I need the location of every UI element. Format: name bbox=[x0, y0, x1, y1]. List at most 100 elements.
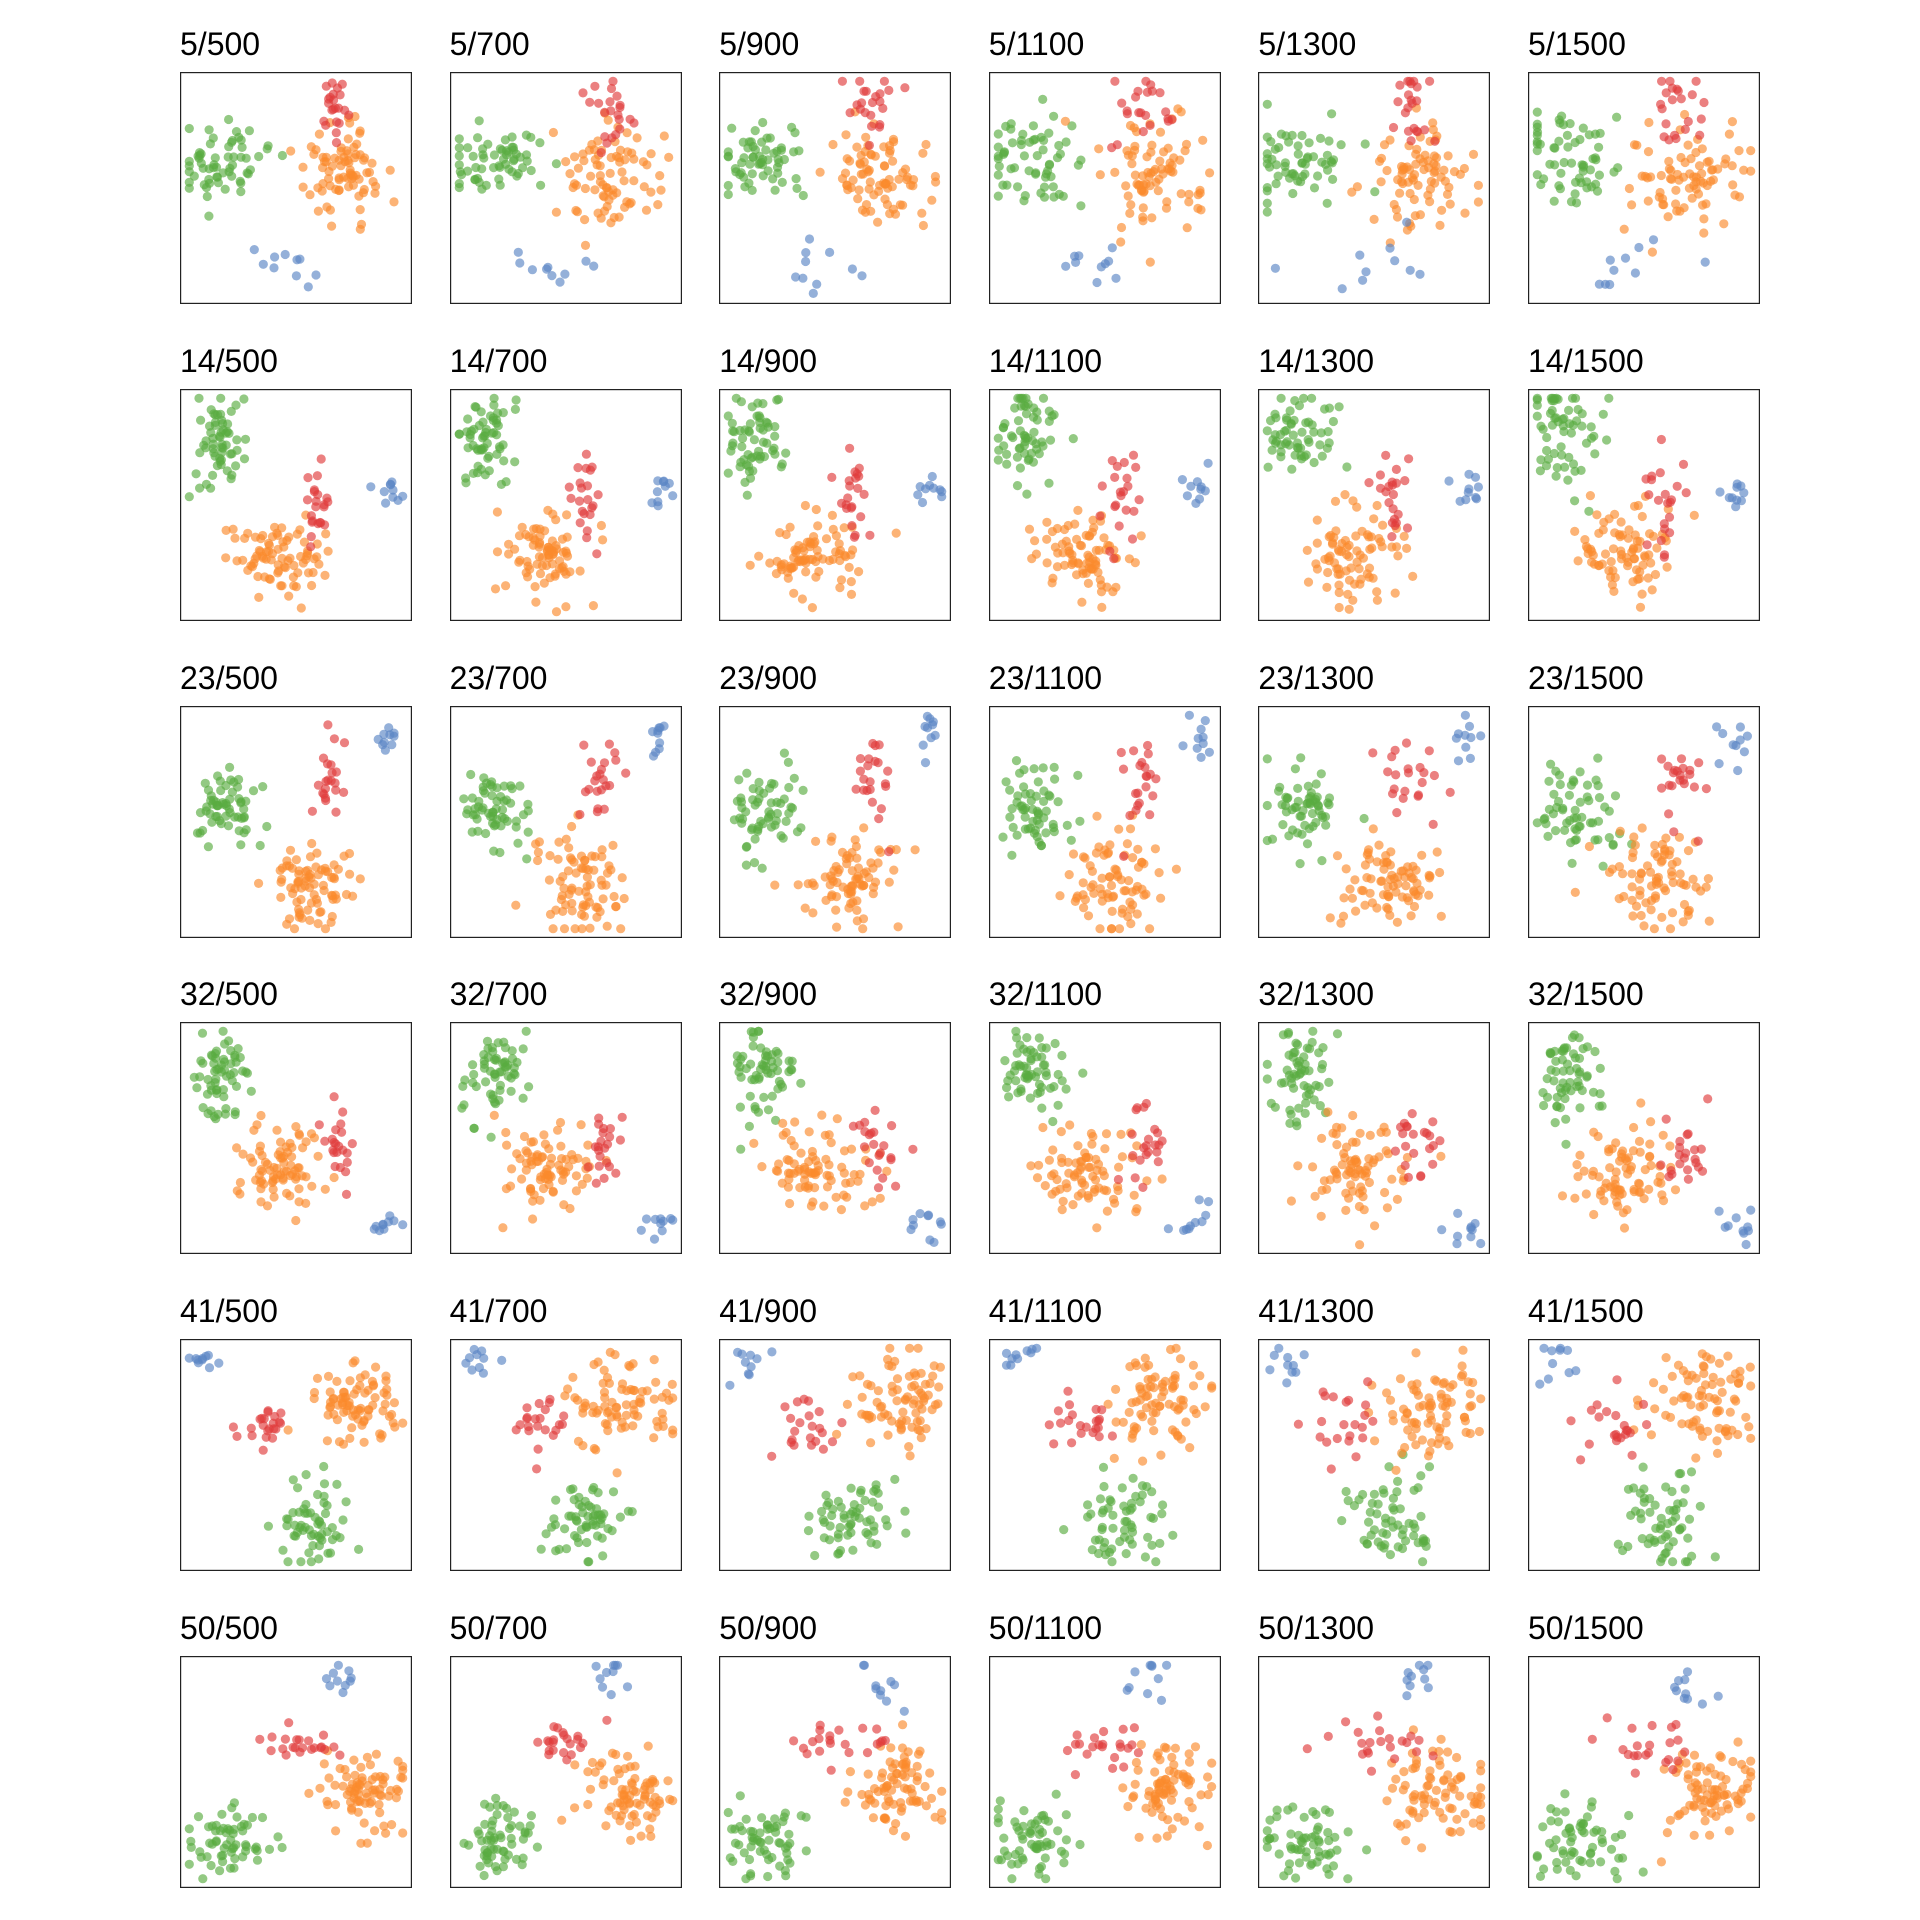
scatter-point-blue bbox=[1714, 758, 1724, 768]
panel-title: 32/1100 bbox=[988, 976, 1103, 1013]
scatter-point-green bbox=[1562, 130, 1572, 140]
scatter-point-orange bbox=[885, 1343, 895, 1354]
scatter-point-green bbox=[750, 833, 760, 844]
scatter-point-green bbox=[1038, 762, 1048, 773]
scatter-point-orange bbox=[330, 153, 340, 163]
scatter-point-red bbox=[1390, 745, 1401, 755]
scatter-point-orange bbox=[1334, 580, 1344, 590]
scatter-point-red bbox=[1066, 1438, 1076, 1448]
scatter-point-orange bbox=[565, 852, 575, 862]
scatter-point-green bbox=[735, 425, 745, 435]
scatter-point-green bbox=[1281, 438, 1291, 449]
scatter-point-green bbox=[1031, 791, 1041, 801]
scatter-point-green bbox=[1018, 1044, 1029, 1055]
scatter-point-orange bbox=[1636, 910, 1646, 920]
scatter-point-blue bbox=[652, 486, 662, 497]
scatter-point-red bbox=[531, 1464, 541, 1474]
scatter-point-green bbox=[1343, 1496, 1354, 1506]
scatter-point-green bbox=[314, 1554, 324, 1564]
scatter-point-red bbox=[1138, 1183, 1148, 1193]
scatter-point-orange bbox=[609, 1350, 620, 1360]
scatter-point-green bbox=[1389, 1505, 1399, 1515]
scatter-point-green bbox=[1315, 440, 1325, 450]
scatter-point-red bbox=[1683, 1175, 1693, 1185]
scatter-point-orange bbox=[1153, 186, 1163, 196]
scatter-point-orange bbox=[913, 1343, 923, 1354]
scatter-point-green bbox=[1327, 158, 1338, 168]
scatter-point-red bbox=[1116, 98, 1127, 108]
scatter-point-orange bbox=[1393, 212, 1403, 222]
scatter-point-orange bbox=[832, 1429, 842, 1440]
scatter-point-green bbox=[1038, 145, 1048, 155]
scatter-point-green bbox=[1299, 393, 1309, 403]
scatter-point-green bbox=[1082, 1500, 1092, 1510]
scatter-point-orange bbox=[617, 1379, 627, 1389]
scatter-point-orange bbox=[530, 838, 540, 849]
scatter-point-green bbox=[581, 1538, 591, 1548]
scatter-point-red bbox=[1687, 90, 1697, 100]
scatter-panel: 5/1300 bbox=[1258, 28, 1538, 318]
scatter-point-red bbox=[900, 83, 910, 93]
scatter-point-orange bbox=[1694, 161, 1705, 171]
scatter-point-green bbox=[1604, 832, 1614, 842]
scatter-point-green bbox=[292, 1528, 302, 1538]
scatter-point-red bbox=[1368, 747, 1378, 758]
scatter-point-orange bbox=[1667, 859, 1677, 869]
scatter-point-orange bbox=[221, 525, 231, 535]
scatter-point-orange bbox=[603, 1406, 613, 1417]
scatter-point-blue bbox=[1203, 458, 1213, 468]
scatter-point-orange bbox=[1341, 1188, 1351, 1199]
scatter-point-orange bbox=[846, 576, 857, 586]
scatter-point-green bbox=[761, 145, 771, 155]
scatter-point-green bbox=[194, 153, 204, 163]
scatter-plot-area bbox=[180, 72, 413, 305]
scatter-point-orange bbox=[294, 1184, 304, 1194]
scatter-point-orange bbox=[345, 1376, 355, 1386]
scatter-plot-area bbox=[719, 705, 952, 938]
scatter-point-red bbox=[1393, 97, 1403, 107]
scatter-point-blue bbox=[926, 732, 936, 742]
scatter-point-orange bbox=[1163, 143, 1173, 153]
scatter-point-orange bbox=[1078, 851, 1088, 862]
scatter-point-orange bbox=[550, 905, 561, 915]
scatter-point-orange bbox=[840, 1146, 850, 1156]
scatter-point-green bbox=[1575, 766, 1585, 777]
scatter-point-green bbox=[1032, 815, 1042, 825]
scatter-point-orange bbox=[1071, 569, 1081, 580]
scatter-point-green bbox=[571, 1515, 581, 1525]
scatter-point-blue bbox=[649, 1234, 659, 1245]
scatter-point-red bbox=[875, 122, 885, 132]
scatter-point-red bbox=[1401, 108, 1411, 118]
scatter-point-red bbox=[583, 1162, 593, 1172]
scatter-point-orange bbox=[312, 1373, 323, 1384]
scatter-point-orange bbox=[276, 877, 286, 887]
scatter-point-green bbox=[1021, 1033, 1032, 1043]
scatter-point-green bbox=[744, 1122, 755, 1132]
panel-frame bbox=[1528, 1022, 1761, 1255]
scatter-point-green bbox=[1044, 159, 1054, 169]
scatter-point-green bbox=[1558, 803, 1568, 813]
scatter-point-green bbox=[744, 426, 754, 436]
scatter-point-green bbox=[1567, 393, 1578, 403]
scatter-point-orange bbox=[1056, 1127, 1066, 1137]
scatter-point-green bbox=[278, 1545, 288, 1555]
scatter-point-green bbox=[825, 1535, 835, 1545]
scatter-point-orange bbox=[1627, 200, 1637, 210]
scatter-point-green bbox=[1574, 1069, 1584, 1079]
scatter-point-red bbox=[1383, 766, 1393, 776]
scatter-point-orange bbox=[1132, 908, 1142, 919]
scatter-point-orange bbox=[282, 855, 292, 865]
scatter-point-orange bbox=[874, 844, 884, 854]
scatter-point-orange bbox=[1040, 1181, 1050, 1191]
scatter-point-red bbox=[607, 76, 618, 86]
scatter-point-orange bbox=[323, 1371, 334, 1382]
scatter-point-orange bbox=[321, 152, 331, 162]
scatter-point-orange bbox=[1107, 906, 1117, 916]
scatter-point-green bbox=[1553, 796, 1564, 806]
scatter-point-green bbox=[1598, 409, 1608, 419]
scatter-point-orange bbox=[1641, 897, 1651, 907]
scatter-point-red bbox=[860, 108, 870, 118]
scatter-point-green bbox=[729, 814, 740, 824]
scatter-point-orange bbox=[1352, 1157, 1362, 1167]
scatter-point-green bbox=[1595, 1064, 1605, 1074]
